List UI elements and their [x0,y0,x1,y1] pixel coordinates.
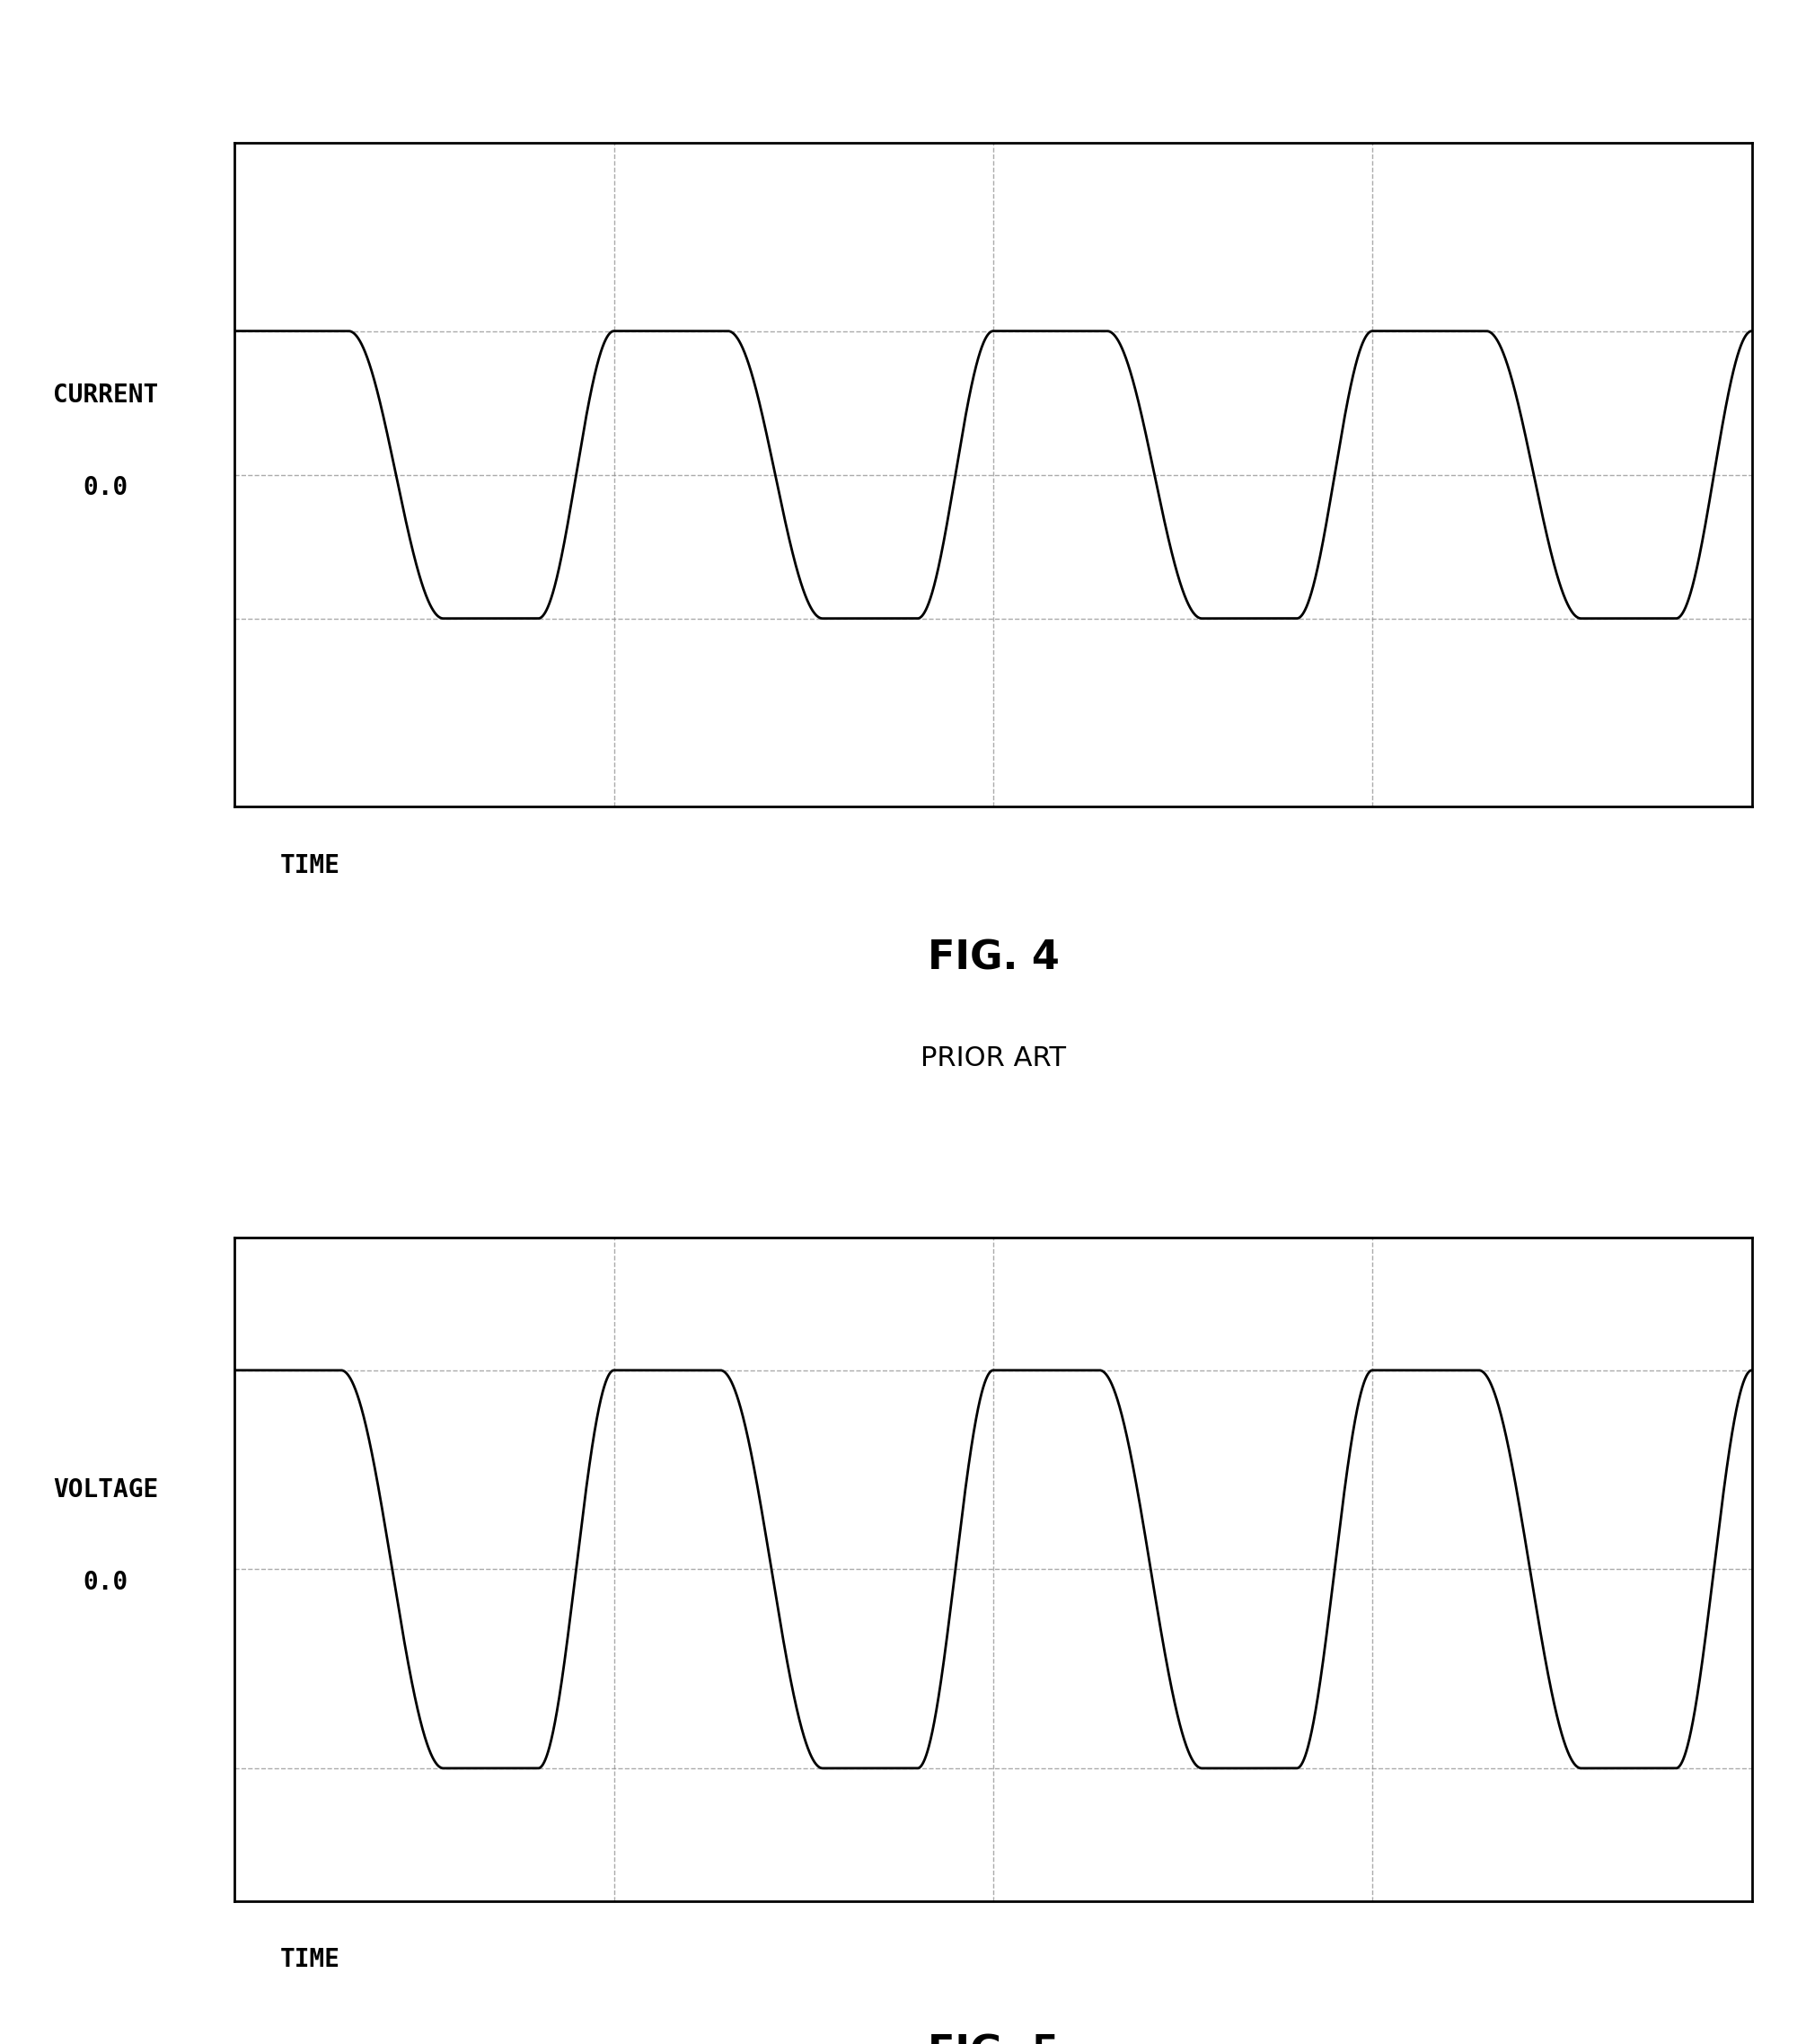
Text: FIG. 5: FIG. 5 [928,2034,1058,2044]
Text: 0.0: 0.0 [83,476,128,501]
Text: 0.0: 0.0 [83,1570,128,1594]
Text: FIG. 4: FIG. 4 [926,938,1060,977]
Text: PRIOR ART: PRIOR ART [921,1044,1066,1071]
Text: CURRENT: CURRENT [52,382,159,407]
Text: TIME: TIME [280,1948,341,1972]
Text: TIME: TIME [280,852,341,879]
Text: VOLTAGE: VOLTAGE [52,1478,159,1502]
